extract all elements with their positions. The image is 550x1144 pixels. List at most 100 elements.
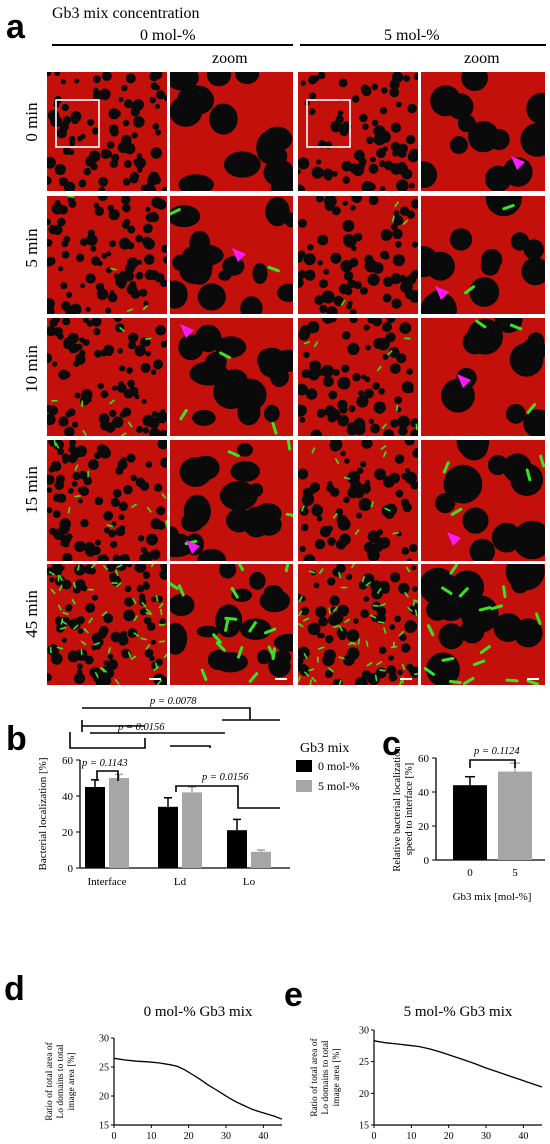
lo-domain — [151, 411, 158, 418]
lo-domain — [145, 182, 154, 191]
lo-domain — [84, 655, 94, 665]
y-tick-label: 20 — [359, 1089, 369, 1100]
bacterium — [200, 668, 208, 681]
lo-domain — [160, 340, 167, 348]
lo-domain — [123, 388, 134, 399]
lo-domain — [206, 72, 232, 87]
lo-domain — [58, 266, 64, 272]
lo-domain — [392, 150, 399, 157]
lo-domain — [213, 375, 249, 409]
y-tick-label: 60 — [418, 753, 430, 765]
bar — [158, 806, 178, 868]
bacterium — [271, 647, 276, 661]
lo-domain — [363, 483, 371, 491]
lo-domain — [121, 84, 128, 92]
lo-domain — [262, 126, 293, 152]
lo-domain — [126, 564, 133, 568]
bacterium — [311, 677, 317, 683]
bacterium — [59, 584, 63, 592]
bacterium — [128, 421, 133, 428]
lo-domain — [374, 468, 386, 481]
lo-domain — [396, 162, 408, 175]
lo-domain — [526, 92, 545, 125]
lo-domain — [364, 259, 378, 273]
lo-domain — [118, 97, 124, 102]
lo-domain — [170, 205, 201, 228]
bracket-1124 — [469, 759, 516, 768]
lo-domain — [326, 525, 333, 532]
bacterium — [284, 564, 290, 573]
lo-domain — [150, 369, 157, 375]
bacterium — [224, 619, 230, 632]
bacterium — [298, 596, 303, 603]
lo-domain — [69, 618, 81, 630]
lo-domain — [409, 543, 418, 553]
lo-domain — [154, 84, 161, 91]
lo-domain — [394, 615, 402, 623]
bacterium — [158, 640, 166, 643]
lo-domain — [231, 588, 252, 602]
bacterium — [212, 633, 222, 644]
lo-domain — [298, 468, 309, 480]
lo-domain — [85, 602, 96, 613]
lo-domain — [156, 411, 167, 424]
lo-domain — [358, 390, 364, 396]
lo-domain — [69, 140, 76, 147]
lo-domain — [317, 632, 323, 639]
bacterium — [478, 606, 492, 612]
lo-domain — [74, 541, 86, 553]
bacterium — [107, 647, 111, 654]
bacterium — [145, 644, 150, 650]
bacterium — [126, 308, 134, 312]
lo-domain — [149, 549, 161, 560]
lo-domain — [328, 390, 338, 400]
lo-domain — [408, 182, 415, 189]
lo-domain — [48, 224, 57, 233]
lo-domain — [462, 329, 488, 355]
lo-domain — [52, 510, 61, 519]
lo-domain — [318, 616, 328, 627]
y-tick-label: 30 — [99, 1034, 109, 1045]
lo-domain — [523, 409, 545, 436]
zoom-label-5: zoom — [464, 50, 500, 67]
bacterium — [101, 611, 108, 617]
bacterium — [133, 615, 138, 622]
lo-domain — [349, 308, 357, 314]
lo-domain — [371, 83, 379, 91]
bacterium — [383, 627, 387, 634]
lo-domain — [125, 73, 136, 84]
lo-domain — [121, 203, 131, 213]
lo-domain — [356, 467, 364, 474]
lo-domain — [359, 113, 368, 123]
micrograph-image — [170, 72, 293, 191]
lo-domain — [53, 440, 64, 451]
x-tick-label: 30 — [221, 1131, 231, 1142]
arrowhead-marker — [232, 248, 246, 262]
lo-domain — [301, 523, 309, 532]
lo-domain — [240, 618, 272, 640]
lo-domain — [299, 665, 310, 676]
lo-domain — [154, 272, 165, 283]
lo-domain — [328, 614, 340, 626]
lo-domain — [335, 115, 344, 124]
lo-domain — [126, 453, 136, 463]
lo-domain — [91, 318, 102, 327]
lo-domain — [94, 539, 101, 546]
lo-domain — [80, 283, 86, 289]
lo-domain — [347, 300, 353, 306]
bacterium — [366, 662, 373, 667]
p-value-0156-a: p = 0.0156 — [117, 722, 165, 733]
lo-domain — [361, 670, 372, 680]
lo-domain — [85, 306, 91, 312]
lo-domain — [83, 167, 91, 176]
bacterium — [332, 606, 338, 613]
lo-domain — [304, 269, 316, 281]
lo-domain — [54, 480, 65, 490]
lo-domain — [388, 347, 400, 358]
bacterium — [264, 627, 277, 635]
x-tick-label: 20 — [184, 1131, 194, 1142]
bacterium — [304, 671, 310, 677]
lo-domain — [161, 431, 167, 436]
lo-domain — [149, 428, 161, 436]
lo-domain — [218, 270, 232, 281]
